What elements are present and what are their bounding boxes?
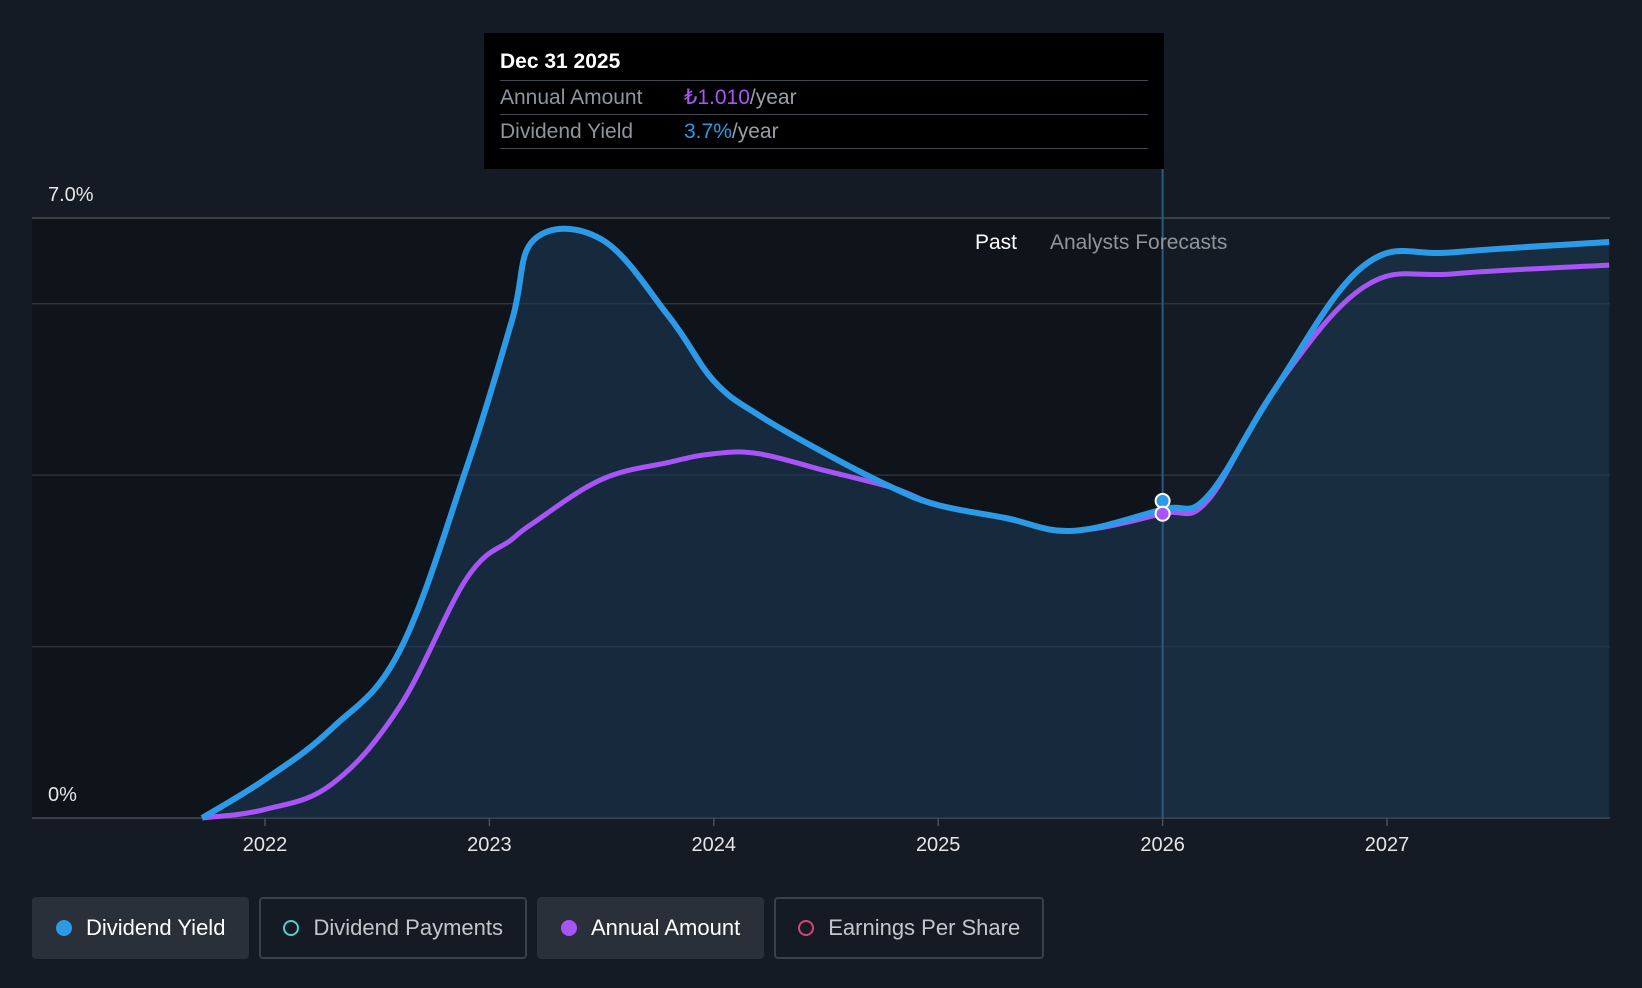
tooltip-unit: /year xyxy=(749,86,797,109)
y-tick-label-bottom: 0% xyxy=(48,784,77,806)
tooltip-unit: /year xyxy=(731,120,779,143)
x-tick-label: 2022 xyxy=(243,834,288,856)
dividend-yield-line xyxy=(200,225,1610,821)
tooltip-row-annual-amount: Annual Amount ₺1.010 /year xyxy=(500,81,1148,115)
y-tick-label-top: 7.0% xyxy=(48,184,94,206)
tooltip-label: Annual Amount xyxy=(500,86,643,109)
tooltip-date: Dec 31 2025 xyxy=(500,47,1148,81)
tooltip-row-dividend-yield: Dividend Yield 3.7% /year xyxy=(500,115,1148,149)
annual-amount-dot-icon xyxy=(560,920,577,936)
dividend-yield-dot-icon xyxy=(56,920,72,936)
chart-tooltip: Dec 31 2025 Annual Amount ₺1.010 /year D… xyxy=(484,33,1164,169)
legend-dividend-payments[interactable]: Dividend Payments xyxy=(259,897,527,959)
legend-earnings-per-share[interactable]: Earnings Per Share xyxy=(774,897,1045,959)
tooltip-label: Dividend Yield xyxy=(500,120,634,143)
x-axis-ticks: 2022 2023 2024 2025 2026 2027 xyxy=(243,818,1410,856)
tooltip-value: 3.7% xyxy=(684,120,732,143)
chart-legend: Dividend Yield Dividend Payments Annual … xyxy=(32,897,1045,959)
legend-label: Dividend Yield xyxy=(86,915,226,940)
earnings-per-share-ring-icon xyxy=(798,920,815,936)
legend-annual-amount[interactable]: Annual Amount xyxy=(536,897,765,959)
annual-amount-marker xyxy=(1154,505,1171,522)
x-tick-label: 2027 xyxy=(1365,834,1410,856)
legend-label: Annual Amount xyxy=(590,915,741,940)
forecast-label: Analysts Forecasts xyxy=(1050,231,1227,254)
legend-label: Earnings Per Share xyxy=(828,915,1021,940)
past-label: Past xyxy=(975,231,1017,254)
dividend-yield-area xyxy=(202,228,1610,819)
x-tick-label: 2024 xyxy=(692,834,737,856)
x-tick-label: 2025 xyxy=(916,834,961,856)
dividend-payments-ring-icon xyxy=(283,920,300,936)
tooltip-value: ₺1.010 xyxy=(684,86,750,109)
x-tick-label: 2026 xyxy=(1140,834,1185,856)
legend-dividend-yield[interactable]: Dividend Yield xyxy=(32,897,250,959)
x-tick-label: 2023 xyxy=(467,834,512,856)
legend-label: Dividend Payments xyxy=(313,915,503,940)
